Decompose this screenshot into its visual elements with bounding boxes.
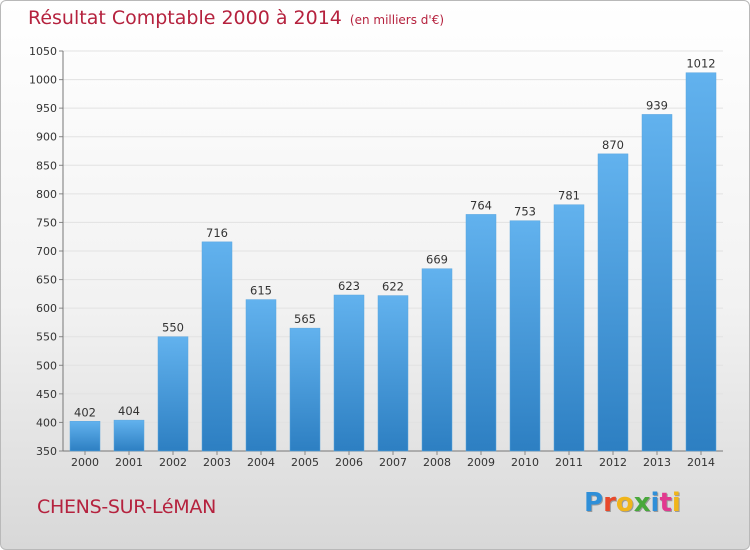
bar <box>377 295 409 452</box>
x-tick-label: 2005 <box>291 456 319 469</box>
y-tick-label: 600 <box>36 302 57 315</box>
y-tick-label: 950 <box>36 102 57 115</box>
bar <box>685 72 717 452</box>
chart-title: Résultat Comptable 2000 à 2014 (en millie… <box>28 7 444 29</box>
x-tick-label: 2011 <box>555 456 583 469</box>
data-label: 550 <box>162 321 184 335</box>
data-label: 402 <box>74 405 96 419</box>
x-tick-label: 2002 <box>159 456 187 469</box>
y-tick-label: 850 <box>36 159 57 172</box>
x-tick-label: 2001 <box>115 456 143 469</box>
y-tick-label: 900 <box>36 131 57 144</box>
x-tick-label: 2012 <box>599 456 627 469</box>
logo-letter: x <box>633 488 651 518</box>
logo-letter: i <box>650 488 660 518</box>
bar <box>553 204 585 452</box>
data-label: 764 <box>470 198 492 212</box>
data-label: 1012 <box>686 57 715 71</box>
y-tick-label: 1050 <box>29 45 57 58</box>
y-tick-label: 650 <box>36 274 57 287</box>
logo-letter: o <box>615 488 634 518</box>
logo-letter: t <box>659 488 672 518</box>
y-tick-label: 450 <box>36 388 57 401</box>
data-label: 939 <box>646 98 668 112</box>
x-tick-label: 2013 <box>643 456 671 469</box>
y-tick-label: 800 <box>36 188 57 201</box>
data-label: 781 <box>558 189 580 203</box>
bar <box>333 294 365 452</box>
x-tick-label: 2009 <box>467 456 495 469</box>
bar <box>641 114 673 452</box>
bar <box>289 327 321 452</box>
bar <box>69 421 101 452</box>
bar <box>201 241 233 452</box>
data-label: 404 <box>118 404 140 418</box>
x-tick-label: 2008 <box>423 456 451 469</box>
data-label: 669 <box>426 253 448 267</box>
y-tick-label: 400 <box>36 416 57 429</box>
y-tick-label: 750 <box>36 216 57 229</box>
data-label: 565 <box>294 312 316 326</box>
data-label: 870 <box>602 138 624 152</box>
bar <box>245 299 277 452</box>
bar <box>597 153 629 452</box>
proxiti-logo: Proxiti <box>584 488 681 518</box>
city-name: CHENS-SUR-LéMAN <box>37 496 216 518</box>
x-tick-label: 2014 <box>687 456 715 469</box>
bar <box>509 220 541 452</box>
bar <box>421 268 453 452</box>
bar <box>113 419 145 452</box>
y-tick-label: 350 <box>36 445 57 458</box>
x-tick-label: 2006 <box>335 456 363 469</box>
data-label: 623 <box>338 279 360 293</box>
x-tick-label: 2007 <box>379 456 407 469</box>
data-label: 615 <box>250 284 272 298</box>
data-label: 716 <box>206 226 228 240</box>
bar <box>157 336 189 452</box>
logo-letter: P <box>584 488 604 518</box>
unit-text: (en milliers d'€) <box>349 13 445 27</box>
title-text: Résultat Comptable 2000 à 2014 <box>28 7 342 29</box>
x-tick-label: 2003 <box>203 456 231 469</box>
x-tick-label: 2000 <box>71 456 99 469</box>
y-tick-label: 550 <box>36 331 57 344</box>
bar-chart: 350 400 450 500 550 600 650 700 750 800 850 900 950 1… <box>29 45 723 469</box>
x-tick-label: 2004 <box>247 456 275 469</box>
y-tick-label: 500 <box>36 359 57 372</box>
y-tick-label: 1000 <box>29 74 57 87</box>
logo-letter: i <box>671 488 681 518</box>
logo-letter: r <box>603 488 616 518</box>
x-tick-label: 2010 <box>511 456 539 469</box>
y-tick-label: 700 <box>36 245 57 258</box>
data-label: 753 <box>514 205 536 219</box>
data-label: 622 <box>382 280 404 294</box>
bar <box>465 214 497 452</box>
